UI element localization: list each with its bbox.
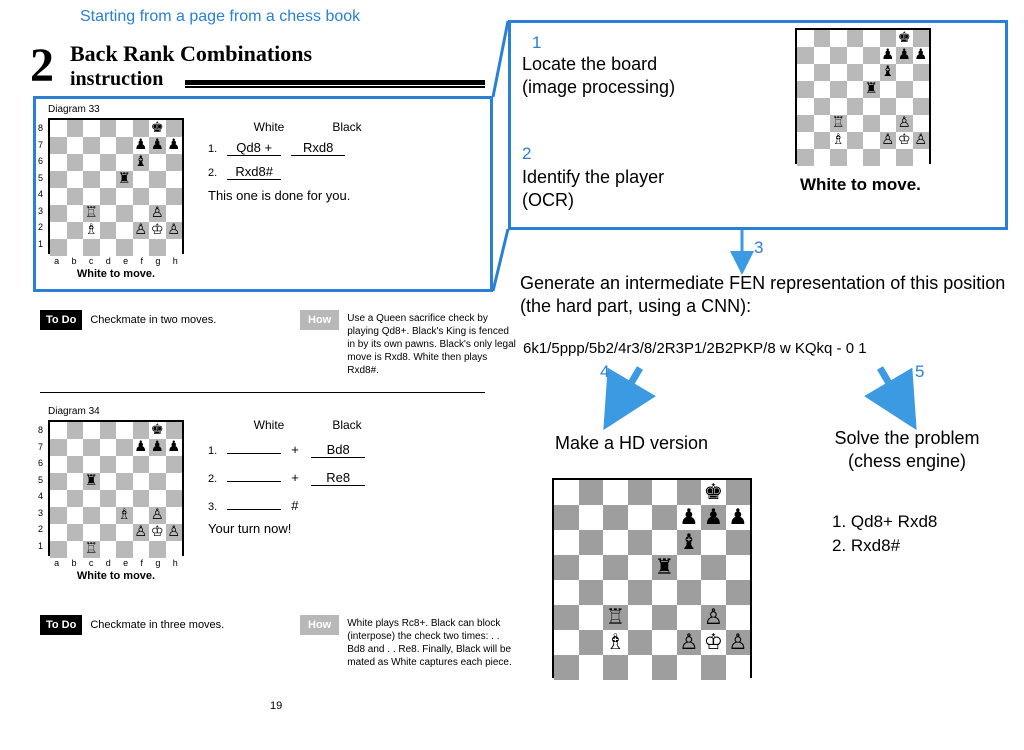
- solution-line-2: 2. Rxd8#: [832, 534, 937, 558]
- move-suffix: #: [291, 498, 301, 513]
- diagram-34-moves: White Black 1. + Bd8 2. + Re8 3. # Your …: [208, 418, 374, 536]
- diagram-34-board: Diagram 34 ♚♟♟♟♜♗♙♙♔♙♖87654321abcdefghWh…: [48, 420, 184, 582]
- solution-line-1: 1. Qd8+ Rxd8: [832, 510, 937, 534]
- move-black: Rxd8: [291, 140, 345, 156]
- how-2: How White plays Rc8+. Black can block (i…: [300, 615, 517, 669]
- step-2-text: Identify the player(OCR): [522, 166, 664, 213]
- move-white-blank: [227, 438, 281, 454]
- move-suffix: +: [291, 442, 301, 457]
- pipeline-board: ♚♟♟♟♝♜♖♙♗♙♔♙: [795, 28, 931, 164]
- todo-text: Checkmate in two moves.: [90, 310, 216, 326]
- pipeline-board-caption: White to move.: [800, 175, 921, 195]
- moves-hdr-white: White: [242, 418, 296, 432]
- title-rule: [185, 80, 485, 85]
- how-text: Use a Queen sacrifice check by playing Q…: [347, 310, 517, 377]
- step-1-text: Locate the board(image processing): [522, 53, 675, 100]
- step-2-num: 2: [522, 144, 531, 164]
- todo-label: To Do: [40, 310, 82, 330]
- move-black: Bd8: [311, 442, 365, 458]
- move-num: 1.: [208, 445, 217, 457]
- hd-board: ♚♟♟♟♝♜♖♙♗♙♔♙: [552, 478, 752, 678]
- step-5-num: 5: [915, 362, 924, 382]
- step-5-text: Solve the problem(chess engine): [812, 427, 1002, 474]
- diagram-33-label: Diagram 33: [48, 104, 100, 115]
- how-1: How Use a Queen sacrifice check by playi…: [300, 310, 517, 377]
- chapter-number: 2: [30, 38, 54, 93]
- how-label: How: [300, 615, 339, 635]
- diagram-33-board: Diagram 33 ♚♟♟♟♝♜♖♙♗♙♔♙87654321abcdefghW…: [48, 118, 184, 280]
- move-black: Re8: [311, 470, 365, 486]
- diagram-34-note: Your turn now!: [208, 521, 374, 536]
- move-suffix: +: [291, 470, 301, 485]
- todo-2: To Do Checkmate in three moves.: [40, 615, 224, 635]
- diagram-34-label: Diagram 34: [48, 406, 100, 417]
- moves-hdr-white: White: [242, 120, 296, 134]
- how-label: How: [300, 310, 339, 330]
- diagram-33-moves: White Black 1. Qd8 + Rxd8 2. Rxd8# This …: [208, 120, 374, 203]
- step-1-num: 1: [532, 33, 541, 53]
- how-text: White plays Rc8+. Black can block (inter…: [347, 615, 517, 669]
- move-num: 2.: [208, 473, 217, 485]
- move-white: Qd8 +: [227, 140, 281, 156]
- moves-hdr-black: Black: [320, 120, 374, 134]
- solution: 1. Qd8+ Rxd8 2. Rxd8#: [832, 510, 937, 558]
- move-num: 2.: [208, 167, 217, 179]
- moves-hdr-black: Black: [320, 418, 374, 432]
- section-rule: [40, 392, 485, 393]
- move-white: Rxd8#: [227, 164, 281, 180]
- caption-top: Starting from a page from a chess book: [80, 8, 360, 26]
- step-3-num: 3: [754, 238, 763, 258]
- todo-text: Checkmate in three moves.: [90, 615, 224, 631]
- step-3-text: Generate an intermediate FEN representat…: [520, 272, 1010, 319]
- move-num: 1.: [208, 143, 217, 155]
- chapter-title-line1: Back Rank Combinations: [70, 41, 312, 66]
- step-4-text: Make a HD version: [555, 432, 708, 455]
- step-4-num: 4: [600, 362, 609, 382]
- move-num: 3.: [208, 501, 217, 513]
- diagram-33-note: This one is done for you.: [208, 188, 374, 203]
- fen-string: 6k1/5ppp/5b2/4r3/8/2R3P1/2B2PKP/8 w KQkq…: [523, 340, 867, 357]
- chapter-title-line2: instruction: [70, 68, 163, 90]
- page-number: 19: [270, 700, 282, 712]
- move-white-blank: [227, 494, 281, 510]
- move-white-blank: [227, 466, 281, 482]
- todo-1: To Do Checkmate in two moves.: [40, 310, 216, 330]
- todo-label: To Do: [40, 615, 82, 635]
